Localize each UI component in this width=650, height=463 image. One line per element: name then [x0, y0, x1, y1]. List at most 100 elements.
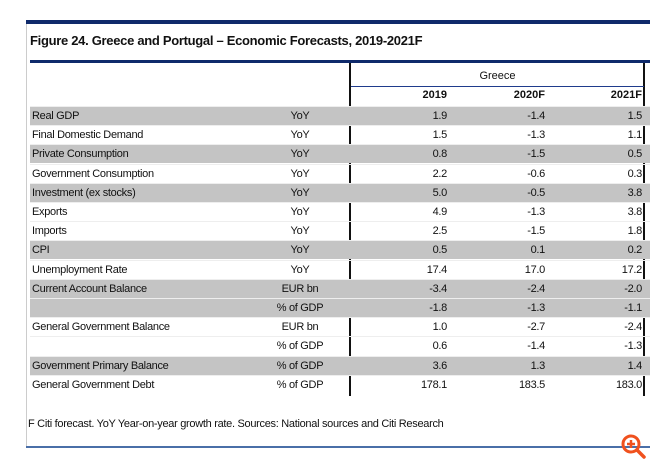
table-top-rule [30, 60, 650, 63]
row-unit: YoY [290, 244, 310, 257]
cell-value: 0.5 [432, 244, 448, 257]
group-header-greece: Greece [351, 66, 644, 87]
cell-value: 183.0 [615, 378, 642, 391]
row-label: Final Domestic Demand [32, 129, 144, 142]
cell-value: 17.0 [524, 263, 546, 276]
row-label: Private Consumption [32, 148, 129, 161]
row-label: General Government Balance [32, 321, 170, 334]
row-unit: EUR bn [281, 282, 319, 295]
row-unit: YoY [290, 167, 310, 180]
cell-value: 17.2 [621, 263, 643, 276]
cell-value: -1.1 [624, 302, 642, 314]
table-row: Exports YoY 4.9 -1.3 3.8 [30, 202, 650, 221]
cell-value: -2.4 [527, 282, 545, 295]
table-row: General Government Balance EUR bn 1.0 -2.7 -… [30, 317, 650, 336]
table-row: % of GDP -1.8 -1.3 -1.1 [30, 298, 650, 317]
cell-value: -1.3 [527, 129, 545, 142]
cell-value: 1.9 [432, 110, 448, 122]
cell-value: -2.7 [527, 321, 545, 334]
table-row: Final Domestic Demand YoY 1.5 -1.3 1.1 [30, 125, 650, 144]
cell-value: -3.4 [429, 282, 447, 295]
table-row: Government Consumption YoY 2.2 -0.6 0.3 [30, 163, 650, 183]
row-label: Imports [32, 225, 67, 238]
row-label: CPI [32, 244, 50, 257]
table-row: Current Account Balance EUR bn -3.4 -2.4 -2.… [30, 278, 650, 298]
cell-value: 3.6 [432, 359, 448, 372]
column-divider [349, 63, 351, 396]
cell-value: 0.2 [627, 244, 643, 257]
row-unit: YoY [290, 110, 310, 122]
table-row: General Government Debt % of GDP 178.1 183.… [30, 374, 650, 394]
row-label: Real GDP [32, 110, 80, 122]
table-row: % of GDP 0.6 -1.4 -1.3 [30, 336, 650, 355]
row-unit: YoY [290, 225, 310, 238]
year-header: 2020F [513, 89, 545, 101]
row-unit: YoY [290, 263, 310, 276]
row-unit: % of GDP [276, 378, 324, 391]
row-label: Government Consumption [32, 167, 154, 180]
row-unit: EUR bn [281, 321, 319, 334]
table-row: Investment (ex stocks) YoY 5.0 -0.5 3.8 [30, 182, 650, 202]
cell-value: -2.0 [624, 282, 642, 295]
figure-title: Figure 24. Greece and Portugal – Economi… [30, 33, 423, 48]
year-header: 2021F [610, 89, 642, 101]
cell-value: 1.0 [432, 321, 448, 334]
table-row: Private Consumption YoY 0.8 -1.5 0.5 [30, 144, 650, 164]
row-label: Investment (ex stocks) [32, 186, 136, 199]
row-unit: YoY [290, 148, 310, 161]
cell-value: -0.6 [527, 167, 545, 180]
cell-value: -1.4 [527, 340, 545, 353]
row-label: Current Account Balance [32, 282, 147, 295]
figure-frame [26, 20, 650, 448]
table-row: Government Primary Balance % of GDP 3.6 1.3… [30, 355, 650, 375]
row-label: General Government Debt [32, 378, 155, 391]
zoom-in-icon[interactable] [620, 433, 646, 459]
cell-value: -1.3 [624, 340, 642, 353]
cell-value: -0.5 [527, 186, 545, 199]
cell-value: 1.8 [627, 225, 643, 238]
cell-value: 1.3 [530, 359, 546, 372]
bottom-rule [26, 446, 650, 448]
row-unit: % of GDP [276, 302, 324, 314]
row-unit: YoY [290, 206, 310, 218]
table-row: Real GDP YoY 1.9 -1.4 1.5 [30, 106, 650, 125]
cell-value: -2.4 [624, 321, 642, 334]
top-bar [26, 20, 650, 24]
cell-value: 1.5 [432, 129, 448, 142]
cell-value: 1.5 [627, 110, 643, 122]
cell-value: 4.9 [432, 206, 448, 218]
row-unit: % of GDP [276, 340, 324, 353]
cell-value: 183.5 [518, 378, 545, 391]
cell-value: 178.1 [420, 378, 447, 391]
cell-value: 0.6 [432, 340, 448, 353]
cell-value: 5.0 [432, 186, 448, 199]
cell-value: 0.3 [627, 167, 643, 180]
cell-value: -1.3 [527, 302, 545, 314]
cell-value: -1.8 [429, 302, 447, 314]
cell-value: 2.5 [432, 225, 448, 238]
cell-value: 0.1 [530, 244, 546, 257]
row-unit: YoY [290, 129, 310, 142]
cell-value: 1.4 [627, 359, 643, 372]
cell-value: 2.2 [432, 167, 448, 180]
footnote: F Citi forecast. YoY Year-on-year growth… [28, 418, 444, 430]
cell-value: 0.8 [432, 148, 448, 161]
cell-value: 17.4 [426, 263, 448, 276]
cell-value: 0.5 [627, 148, 643, 161]
table-row: Imports YoY 2.5 -1.5 1.8 [30, 221, 650, 240]
table-row: Unemployment Rate YoY 17.4 17.0 17.2 [30, 259, 650, 279]
cell-value: -1.3 [527, 206, 545, 218]
column-divider [643, 63, 645, 396]
cell-value: 3.8 [627, 186, 643, 199]
table-row: CPI YoY 0.5 0.1 0.2 [30, 240, 650, 260]
cell-value: -1.5 [527, 225, 545, 238]
row-unit: % of GDP [276, 359, 324, 372]
row-label: Unemployment Rate [32, 263, 128, 276]
row-unit: YoY [290, 186, 310, 199]
row-label: Government Primary Balance [32, 359, 169, 372]
cell-value: -1.4 [527, 110, 545, 122]
row-label: Exports [32, 206, 68, 218]
cell-value: 1.1 [627, 129, 643, 142]
cell-value: -1.5 [527, 148, 545, 161]
cell-value: 3.8 [627, 206, 643, 218]
